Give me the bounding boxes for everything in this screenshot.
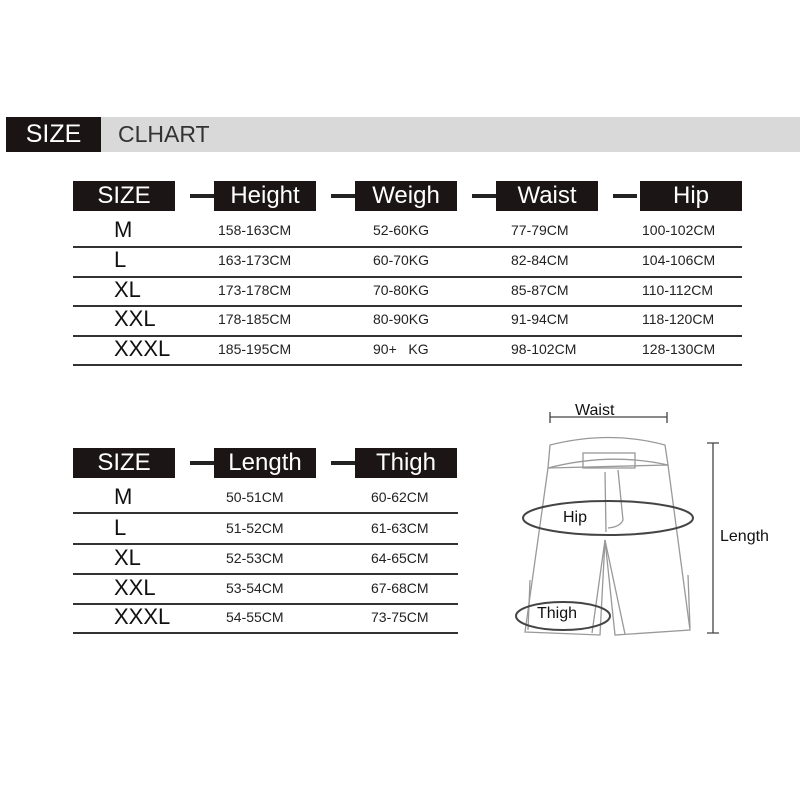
header-height: Height bbox=[214, 181, 316, 211]
header-connector bbox=[190, 194, 214, 198]
header-size: SIZE bbox=[73, 448, 175, 478]
value-cell: 50-51CM bbox=[226, 489, 284, 505]
size-cell: XL bbox=[114, 277, 141, 302]
size-cell: XXL bbox=[114, 306, 156, 331]
value-cell: 61-63CM bbox=[371, 520, 429, 536]
size-cell: L bbox=[114, 515, 127, 540]
header-connector bbox=[331, 461, 355, 465]
header-hip: Hip bbox=[640, 181, 742, 211]
value-cell: 98-102CM bbox=[511, 341, 577, 357]
value-cell: 90+ KG bbox=[373, 341, 429, 357]
row-divider bbox=[73, 246, 742, 248]
row-divider bbox=[73, 573, 458, 575]
value-cell: 128-130CM bbox=[642, 341, 716, 357]
row-divider bbox=[73, 543, 458, 545]
header-connector bbox=[190, 461, 214, 465]
header-length: Length bbox=[214, 448, 316, 478]
value-cell: 67-68CM bbox=[371, 580, 429, 596]
size-cell: XXXL bbox=[114, 336, 171, 361]
header-connector bbox=[613, 194, 637, 198]
value-cell: 185-195CM bbox=[218, 341, 292, 357]
size-cell: XL bbox=[114, 545, 141, 570]
thigh-label: Thigh bbox=[537, 605, 577, 622]
value-cell: 80-90KG bbox=[373, 311, 430, 327]
size-cell: M bbox=[114, 484, 133, 509]
value-cell: 104-106CM bbox=[642, 252, 716, 268]
value-cell: 64-65CM bbox=[371, 550, 429, 566]
size-cell: XXL bbox=[114, 575, 156, 600]
header-size: SIZE bbox=[73, 181, 175, 211]
row-divider bbox=[73, 335, 742, 337]
value-cell: 173-178CM bbox=[218, 282, 292, 298]
value-cell: 53-54CM bbox=[226, 580, 284, 596]
size-cell: M bbox=[114, 217, 133, 242]
header-weigh: Weigh bbox=[355, 181, 457, 211]
header-connector bbox=[331, 194, 355, 198]
shorts-diagram: Waist Hip Length Thigh bbox=[515, 402, 769, 636]
banner-size-label: SIZE bbox=[6, 117, 101, 152]
row-divider bbox=[73, 632, 458, 634]
title-banner bbox=[6, 117, 800, 152]
row-divider bbox=[73, 305, 742, 307]
size-cell: L bbox=[114, 247, 127, 272]
banner-title: CLHART bbox=[118, 121, 210, 147]
header-thigh: Thigh bbox=[355, 448, 457, 478]
row-divider bbox=[73, 364, 742, 366]
waist-label: Waist bbox=[575, 402, 615, 419]
value-cell: 110-112CM bbox=[642, 282, 714, 298]
value-cell: 118-120CM bbox=[642, 311, 715, 327]
size-cell: XXXL bbox=[114, 604, 171, 629]
value-cell: 60-70KG bbox=[373, 252, 430, 268]
hip-label: Hip bbox=[563, 509, 587, 526]
value-cell: 77-79CM bbox=[511, 222, 569, 238]
value-cell: 73-75CM bbox=[371, 609, 429, 625]
header-connector bbox=[472, 194, 496, 198]
header-waist: Waist bbox=[496, 181, 598, 211]
row-divider bbox=[73, 603, 458, 605]
value-cell: 54-55CM bbox=[226, 609, 284, 625]
value-cell: 82-84CM bbox=[511, 252, 569, 268]
value-cell: 52-60KG bbox=[373, 222, 430, 238]
value-cell: 178-185CM bbox=[218, 311, 292, 327]
value-cell: 52-53CM bbox=[226, 550, 284, 566]
value-cell: 163-173CM bbox=[218, 252, 292, 268]
value-cell: 85-87CM bbox=[511, 282, 569, 298]
row-divider bbox=[73, 276, 742, 278]
value-cell: 60-62CM bbox=[371, 489, 429, 505]
row-divider bbox=[73, 512, 458, 514]
value-cell: 158-163CM bbox=[218, 222, 292, 238]
length-label: Length bbox=[720, 528, 769, 545]
value-cell: 100-102CM bbox=[642, 222, 716, 238]
value-cell: 51-52CM bbox=[226, 520, 284, 536]
value-cell: 91-94CM bbox=[511, 311, 569, 327]
value-cell: 70-80KG bbox=[373, 282, 430, 298]
